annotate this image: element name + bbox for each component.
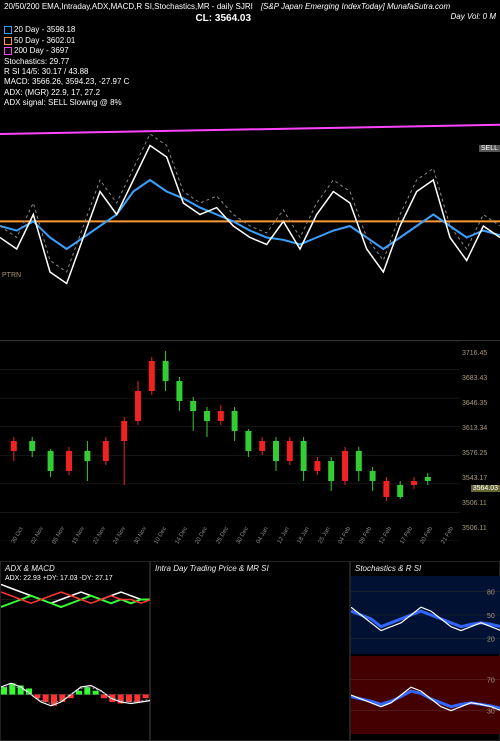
stat-line: Stochastics: 29.77 — [4, 57, 496, 67]
svg-text:20: 20 — [487, 636, 495, 643]
header-source: 20/50/200 EMA,Intraday,ADX,MACD,R SI,Sto… — [4, 2, 253, 12]
stat-line: MACD: 3566.26, 3594.23, -27.97 C — [4, 77, 496, 87]
ema-chart: PTRN SELL — [0, 111, 500, 341]
legend-line: 20 Day - 3598.18 — [4, 25, 496, 35]
legend-line: 50 Day - 3602.01 — [4, 36, 496, 46]
legend-line: 200 Day - 3697 — [4, 46, 496, 56]
header-title: [S&P Japan Emerging IndexToday] MunafaSu… — [261, 2, 450, 12]
intraday-title: Intra Day Trading Price & MR SI — [151, 562, 349, 575]
date-axis: 30 Oct02 Nov05 Nov15 Nov22 Nov24 Nov30 N… — [0, 541, 500, 561]
indicator-panels: ADX & MACD ADX: 22.93 +DY: 17.03 -DY: 27… — [0, 561, 500, 741]
intraday-panel: Intra Day Trading Price & MR SI — [150, 561, 350, 741]
stochastics-panel: Stochastics & R SI 80 50 20 70 30 — [350, 561, 500, 741]
chart-header: 20/50/200 EMA,Intraday,ADX,MACD,R SI,Sto… — [0, 0, 500, 111]
stat-line: ADX: (MGR) 22.9, 17, 27.2 — [4, 88, 496, 98]
svg-text:70: 70 — [487, 677, 495, 684]
svg-text:80: 80 — [487, 589, 495, 596]
svg-text:30: 30 — [487, 708, 495, 715]
candlestick-chart: 3716.453683.433646.353613.343576.253543.… — [0, 341, 500, 541]
stat-line: R SI 14/5: 30.17 / 43.88 — [4, 67, 496, 77]
sell-highlight: SELL — [479, 145, 500, 152]
price-axis: 3716.453683.433646.353613.343576.253543.… — [460, 341, 500, 541]
svg-text:50: 50 — [487, 613, 495, 620]
stoch-title: Stochastics & R SI — [351, 562, 499, 575]
day-volume: Day Vol: 0 M — [451, 12, 497, 25]
pattern-label: PTRN — [2, 272, 21, 279]
close-price: CL: 3564.03 — [195, 12, 251, 25]
adx-macd-panel: ADX & MACD ADX: 22.93 +DY: 17.03 -DY: 27… — [0, 561, 150, 741]
stat-line: ADX signal: SELL Slowing @ 8% — [4, 98, 496, 108]
